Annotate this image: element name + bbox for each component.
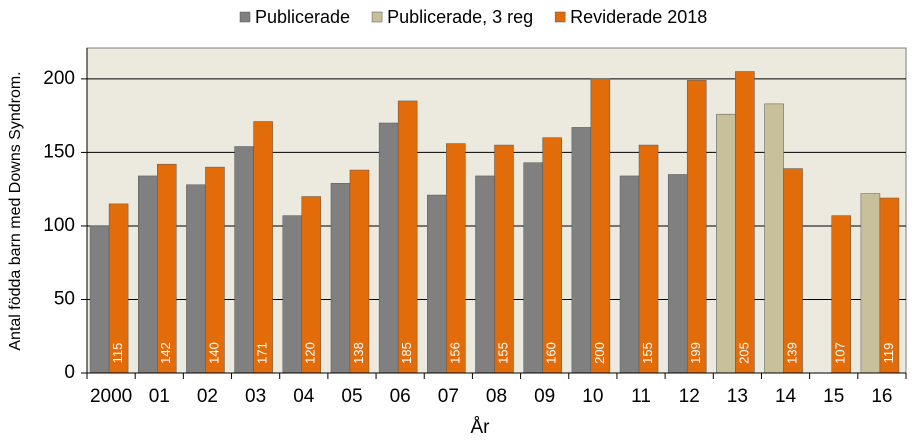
value-label: 199 — [688, 342, 703, 364]
x-tick-label: 04 — [293, 386, 315, 407]
x-tick-label: 12 — [679, 386, 700, 407]
value-label: 115 — [110, 343, 125, 364]
x-tick-label: 11 — [631, 386, 651, 407]
value-label: 138 — [351, 342, 366, 364]
bar — [716, 113, 736, 374]
y-axis-label: Antal födda barn med Downs Syndrom. — [7, 71, 24, 350]
x-tick-label: 03 — [245, 386, 266, 407]
legend-label: Publicerade — [255, 7, 350, 27]
value-label: 119 — [881, 343, 896, 364]
legend-label: Publicerade, 3 reg — [387, 7, 533, 27]
x-tick-label: 05 — [341, 386, 362, 407]
bar — [446, 143, 466, 374]
x-tick-label: 01 — [149, 386, 170, 407]
bar — [638, 144, 659, 374]
x-tick-label: 09 — [534, 386, 555, 407]
bar — [619, 175, 640, 374]
y-tick-label: 100 — [43, 215, 75, 236]
bar — [523, 162, 543, 374]
value-label: 107 — [833, 342, 848, 364]
x-tick-label: 02 — [197, 386, 218, 407]
legend-label: Reviderade 2018 — [570, 7, 707, 27]
legend-swatch — [554, 11, 566, 23]
bar — [542, 137, 562, 374]
value-label: 205 — [736, 342, 751, 364]
x-tick-label: 2000 — [90, 386, 132, 407]
value-label: 140 — [206, 342, 221, 364]
bar — [590, 78, 611, 374]
value-label: 200 — [592, 342, 607, 364]
x-tick-label: 15 — [823, 386, 844, 407]
x-tick-label: 06 — [390, 386, 411, 407]
bar — [138, 175, 158, 374]
bar — [397, 100, 418, 374]
y-tick-label: 150 — [43, 141, 75, 162]
bar — [475, 175, 495, 374]
bar — [205, 166, 225, 374]
value-label: 142 — [158, 342, 173, 364]
legend-swatch — [371, 11, 383, 23]
x-tick-label: 13 — [727, 386, 748, 407]
bar — [330, 183, 351, 374]
bar — [282, 215, 303, 374]
x-tick-label: 07 — [438, 386, 459, 407]
bar — [494, 144, 514, 374]
bar — [427, 194, 447, 374]
value-label: 171 — [255, 342, 270, 364]
bar — [157, 163, 177, 374]
legend-swatch — [239, 11, 251, 23]
bar — [571, 127, 592, 374]
x-tick-label: 08 — [486, 386, 507, 407]
bar — [686, 80, 707, 374]
bar — [253, 121, 273, 374]
bar — [89, 225, 110, 374]
bar — [735, 71, 755, 374]
x-tick-label: 10 — [582, 386, 603, 407]
value-label: 185 — [399, 342, 414, 364]
y-tick-label: 50 — [54, 288, 75, 309]
x-tick-label: 14 — [775, 386, 797, 407]
x-tick-label: 16 — [871, 386, 892, 407]
bar — [667, 174, 688, 374]
bar — [764, 103, 784, 374]
value-label: 155 — [495, 342, 510, 364]
x-axis-label: År — [471, 417, 491, 438]
y-tick-label: 200 — [43, 68, 75, 89]
value-label: 120 — [303, 342, 318, 364]
value-label: 156 — [447, 342, 462, 364]
bar — [860, 193, 881, 374]
bar — [378, 122, 399, 374]
bar — [234, 146, 254, 374]
value-label: 160 — [544, 342, 559, 364]
bar — [186, 184, 206, 374]
y-tick-label: 0 — [64, 362, 75, 383]
value-label: 155 — [640, 342, 655, 364]
value-label: 139 — [784, 342, 799, 364]
